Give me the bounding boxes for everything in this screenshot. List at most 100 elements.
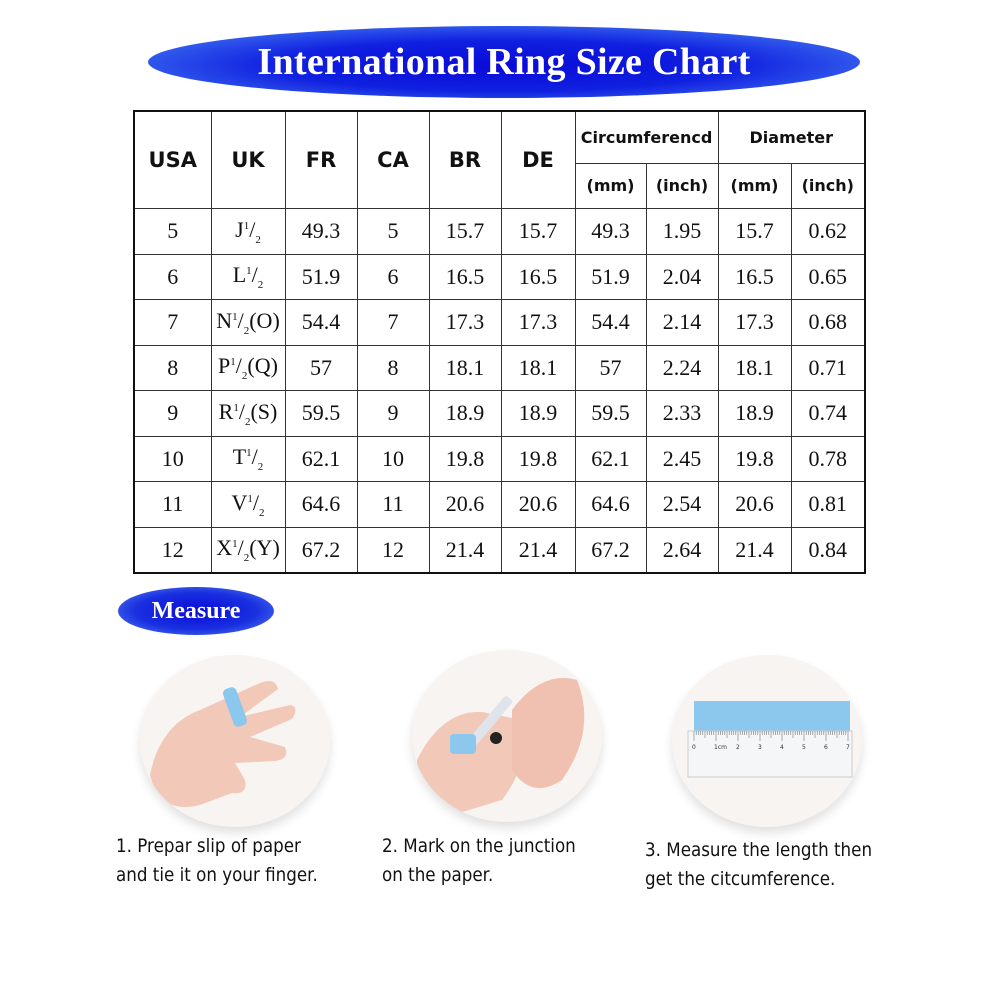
ruler-label: 2 bbox=[736, 744, 740, 751]
cell-ca: 9 bbox=[356, 390, 430, 437]
step-2-text: 2. Mark on the junction on the paper. bbox=[382, 832, 576, 890]
cell-ca: 10 bbox=[356, 435, 430, 482]
cell-uk: L1/2 bbox=[210, 253, 286, 300]
step-1-line-1: 1. Prepar slip of paper bbox=[116, 835, 301, 857]
cell-ca: 8 bbox=[356, 344, 430, 391]
uk-letter: R bbox=[218, 398, 234, 424]
cell-usa: 10 bbox=[133, 435, 212, 482]
ruler-label: 5 bbox=[802, 744, 806, 751]
header-diameter: Diameter bbox=[717, 110, 866, 164]
header-uk: UK bbox=[210, 110, 286, 209]
uk-letter: N bbox=[216, 307, 233, 333]
table-row: 11 V1/2 64.6 11 20.6 20.6 64.6 2.54 20.6 0.81 bbox=[133, 481, 866, 528]
uk-frac-den: 2 bbox=[257, 279, 264, 292]
cell-d-in: 0.68 bbox=[790, 299, 866, 346]
step-1-image bbox=[140, 655, 330, 827]
header-circumference: Circumferencd bbox=[574, 110, 719, 164]
hand-icon bbox=[150, 681, 296, 807]
uk-frac-den: 2 bbox=[255, 233, 261, 246]
header-diam-inch: (inch) bbox=[790, 162, 866, 210]
uk-frac-num: 1 bbox=[247, 492, 253, 505]
cell-ca: 5 bbox=[356, 208, 430, 255]
uk-alt: (S) bbox=[250, 398, 278, 424]
cell-d-in: 0.78 bbox=[790, 435, 866, 482]
cell-ca: 6 bbox=[356, 253, 430, 300]
cell-usa: 11 bbox=[133, 481, 212, 528]
cell-fr: 62.1 bbox=[284, 435, 358, 482]
uk-frac-num: 1 bbox=[232, 538, 238, 551]
ruler-label: 0 bbox=[692, 744, 696, 751]
cell-br: 15.7 bbox=[428, 208, 502, 255]
uk-letter: X bbox=[216, 535, 233, 561]
cell-de: 18.9 bbox=[500, 390, 576, 437]
uk-alt: (Y) bbox=[249, 535, 280, 561]
cell-usa: 12 bbox=[133, 526, 212, 574]
cell-usa: 9 bbox=[133, 390, 212, 437]
cell-de: 20.6 bbox=[500, 481, 576, 528]
step-1-text: 1. Prepar slip of paper and tie it on yo… bbox=[116, 832, 318, 890]
measure-label-text: Measure bbox=[151, 597, 241, 624]
cell-c-mm: 62.1 bbox=[574, 435, 647, 482]
step-2-line-1: 2. Mark on the junction bbox=[382, 835, 576, 857]
uk-frac-den: 2 bbox=[257, 461, 264, 474]
ruler-label: 4 bbox=[780, 744, 784, 751]
cell-de: 16.5 bbox=[500, 253, 576, 300]
cell-de: 15.7 bbox=[500, 208, 576, 255]
cell-c-in: 2.14 bbox=[645, 299, 719, 346]
cell-d-in: 0.81 bbox=[790, 481, 866, 528]
ring-size-table: USA UK FR CA BR DE Circumferencd Diamete… bbox=[133, 110, 866, 574]
uk-letter: V bbox=[231, 489, 248, 515]
cell-uk: P1/2(Q) bbox=[210, 344, 286, 391]
cell-uk: J1/2 bbox=[210, 208, 286, 255]
ruler-icon: 0 1cm 2 3 4 5 6 7 bbox=[687, 701, 853, 778]
table-row: 6 L1/2 51.9 6 16.5 16.5 51.9 2.04 16.5 0.65 bbox=[133, 253, 866, 300]
cell-fr: 59.5 bbox=[284, 390, 358, 437]
page-title: International Ring Size Chart bbox=[257, 41, 751, 83]
table-row: 8 P1/2(Q) 57 8 18.1 18.1 57 2.24 18.1 0.71 bbox=[133, 344, 866, 391]
cell-uk: T1/2 bbox=[210, 435, 286, 482]
uk-frac-num: 1 bbox=[232, 310, 238, 323]
step-3-text: 3. Measure the length then get the citcu… bbox=[645, 836, 872, 894]
uk-frac-num: 1 bbox=[233, 401, 239, 414]
cell-br: 21.4 bbox=[428, 526, 502, 574]
cell-c-in: 1.95 bbox=[645, 208, 719, 255]
cell-uk: V1/2 bbox=[210, 481, 286, 528]
header-circ-inch: (inch) bbox=[645, 162, 719, 210]
cell-c-mm: 64.6 bbox=[574, 481, 647, 528]
uk-frac-num: 1 bbox=[246, 447, 252, 460]
table-row: 10 T1/2 62.1 10 19.8 19.8 62.1 2.45 19.8 0.78 bbox=[133, 435, 866, 482]
cell-fr: 51.9 bbox=[284, 253, 358, 300]
uk-alt: (Q) bbox=[247, 353, 278, 379]
cell-de: 18.1 bbox=[500, 344, 576, 391]
uk-frac-den: 2 bbox=[259, 506, 265, 519]
measure-label: Measure bbox=[118, 587, 274, 635]
cell-c-mm: 59.5 bbox=[574, 390, 647, 437]
ruler-label: 6 bbox=[824, 744, 828, 751]
cell-d-in: 0.71 bbox=[790, 344, 866, 391]
step-2-image bbox=[412, 650, 602, 822]
cell-fr: 57 bbox=[284, 344, 358, 391]
uk-frac-den: 2 bbox=[243, 324, 250, 337]
hand-pen-icon bbox=[417, 678, 585, 815]
uk-alt: (O) bbox=[249, 307, 280, 333]
uk-frac-den: 2 bbox=[244, 415, 251, 428]
table-row: 9 R1/2(S) 59.5 9 18.9 18.9 59.5 2.33 18.9 0.74 bbox=[133, 390, 866, 437]
cell-fr: 54.4 bbox=[284, 299, 358, 346]
cell-d-in: 0.62 bbox=[790, 208, 866, 255]
cell-br: 17.3 bbox=[428, 299, 502, 346]
uk-frac-num: 1 bbox=[246, 265, 252, 278]
cell-d-mm: 16.5 bbox=[717, 253, 792, 300]
cell-de: 17.3 bbox=[500, 299, 576, 346]
cell-br: 16.5 bbox=[428, 253, 502, 300]
header-usa: USA bbox=[133, 110, 212, 209]
cell-usa: 7 bbox=[133, 299, 212, 346]
uk-letter: J bbox=[235, 216, 244, 242]
table-row: 12 X1/2(Y) 67.2 12 21.4 21.4 67.2 2.64 21.4 0.84 bbox=[133, 526, 866, 574]
cell-d-mm: 18.1 bbox=[717, 344, 792, 391]
cell-fr: 64.6 bbox=[284, 481, 358, 528]
cell-c-in: 2.64 bbox=[645, 526, 719, 574]
cell-ca: 12 bbox=[356, 526, 430, 574]
title-banner: International Ring Size Chart bbox=[148, 26, 860, 98]
header-circ-mm: (mm) bbox=[574, 162, 647, 210]
cell-uk: X1/2(Y) bbox=[210, 526, 286, 574]
